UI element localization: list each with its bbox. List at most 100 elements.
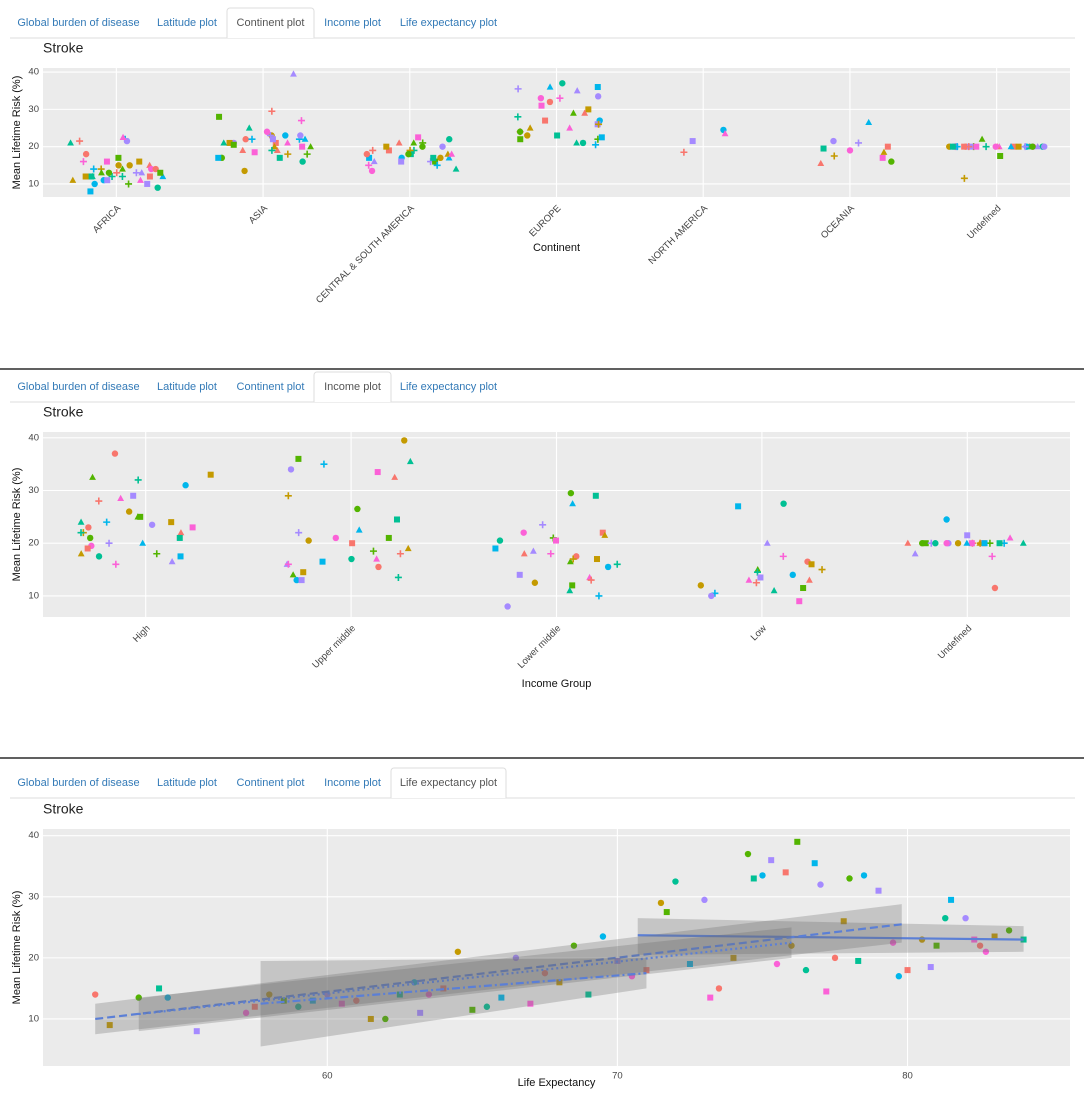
point <box>248 135 256 143</box>
point <box>531 579 539 586</box>
point <box>349 540 356 547</box>
point <box>297 132 304 139</box>
tab[interactable]: Life expectancy plot <box>400 17 497 29</box>
point <box>268 146 276 154</box>
point <box>241 167 248 175</box>
point <box>269 136 276 143</box>
x-tick-label: Upper middle <box>310 623 358 671</box>
tab[interactable]: Global burden of disease <box>17 381 139 393</box>
point <box>366 154 373 161</box>
point <box>220 139 228 146</box>
point <box>375 563 382 571</box>
point <box>846 875 853 882</box>
point <box>405 150 412 158</box>
point <box>657 899 665 907</box>
point <box>514 85 522 93</box>
point <box>880 148 888 155</box>
point <box>526 124 534 131</box>
point <box>382 1015 389 1023</box>
point <box>1015 143 1022 150</box>
y-tick-label: 40 <box>28 830 39 841</box>
point <box>303 150 311 158</box>
tab[interactable]: Latitude plot <box>157 17 217 29</box>
point <box>251 1003 258 1010</box>
point <box>226 139 233 146</box>
point <box>86 534 94 542</box>
point <box>284 560 292 568</box>
point <box>105 539 113 547</box>
point <box>284 139 291 146</box>
y-tick-label: 30 <box>28 104 39 115</box>
tab[interactable]: Continent plot <box>237 777 305 789</box>
point <box>496 537 504 544</box>
tab[interactable]: Income plot <box>324 777 381 789</box>
point <box>216 113 223 120</box>
point <box>517 136 524 143</box>
point <box>433 161 441 169</box>
point <box>164 994 171 1001</box>
point <box>782 869 789 876</box>
tab[interactable]: Continent plot <box>237 17 305 29</box>
point <box>976 942 984 949</box>
point <box>320 460 328 468</box>
tab[interactable]: Latitude plot <box>157 381 217 393</box>
y-tick-label: 20 <box>28 538 39 549</box>
point <box>85 524 92 531</box>
point <box>986 539 994 547</box>
point <box>95 553 103 560</box>
point <box>546 98 554 106</box>
point <box>189 524 196 531</box>
point <box>598 134 605 141</box>
point <box>398 158 405 165</box>
point <box>963 539 971 546</box>
point <box>297 117 305 125</box>
point <box>176 534 183 541</box>
point <box>831 954 839 962</box>
point <box>757 574 764 581</box>
point <box>393 516 400 523</box>
point <box>135 994 142 1001</box>
point <box>927 964 934 971</box>
tab[interactable]: Latitude plot <box>157 777 217 789</box>
point <box>370 157 378 165</box>
point <box>520 550 528 557</box>
chart-title: Stroke <box>43 801 84 817</box>
point <box>697 582 705 589</box>
point <box>538 102 545 109</box>
point <box>152 165 159 173</box>
tab[interactable]: Life expectancy plot <box>400 381 497 393</box>
x-tick-label: 70 <box>612 1071 623 1082</box>
point <box>385 534 392 541</box>
point <box>182 482 189 489</box>
tab[interactable]: Global burden of disease <box>17 17 139 29</box>
point <box>157 169 164 176</box>
point <box>391 473 399 480</box>
point <box>383 143 390 150</box>
point <box>817 881 824 888</box>
point <box>454 948 462 955</box>
point <box>295 529 303 537</box>
tab[interactable]: Life expectancy plot <box>400 777 497 789</box>
tab[interactable]: Income plot <box>324 17 381 29</box>
point <box>592 141 600 149</box>
point <box>581 109 589 116</box>
point <box>338 1000 345 1007</box>
point <box>355 526 363 533</box>
y-tick-label: 40 <box>28 432 39 443</box>
point <box>103 158 110 165</box>
point <box>529 547 537 554</box>
point <box>251 149 258 156</box>
point <box>332 534 339 542</box>
point <box>541 969 549 977</box>
point <box>132 169 140 177</box>
point <box>1006 534 1014 541</box>
tab[interactable]: Continent plot <box>237 381 305 393</box>
tab[interactable]: Income plot <box>324 381 381 393</box>
point <box>817 159 825 167</box>
tab[interactable]: Global burden of disease <box>17 777 139 789</box>
point <box>299 143 306 150</box>
point <box>91 180 98 188</box>
point <box>373 555 381 562</box>
point <box>148 521 156 528</box>
